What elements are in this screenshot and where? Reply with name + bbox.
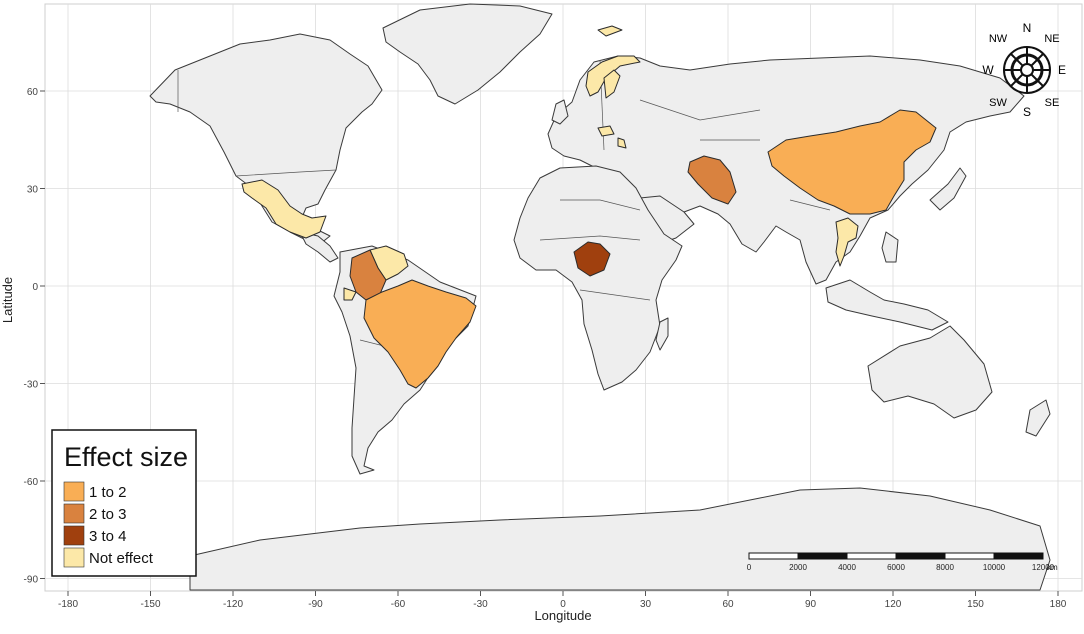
legend: Effect size 1 to 2 2 to 3 3 to 4 Not effect	[51, 429, 197, 577]
country-nigeria[interactable]	[573, 241, 611, 277]
compass-e-label: E	[1058, 63, 1066, 77]
country-iran[interactable]	[687, 155, 737, 205]
legend-swatch	[63, 503, 85, 524]
country-norway[interactable]	[585, 55, 641, 97]
legend-swatch	[63, 525, 85, 546]
highlighted-countries	[241, 25, 937, 389]
legend-item-label: 1 to 2	[89, 484, 127, 501]
country-ecuador[interactable]	[343, 287, 357, 301]
legend-item-label: 3 to 4	[89, 528, 127, 545]
compass-nw-label: NW	[989, 33, 1008, 45]
scale-bar-segment	[797, 552, 848, 560]
legend-swatch	[63, 547, 85, 568]
x-tick-label: -30	[473, 599, 488, 610]
compass-n-label: N	[1023, 21, 1032, 35]
x-tick-label: -180	[58, 599, 78, 610]
x-tick-label: -60	[391, 599, 406, 610]
compass-se-label: SE	[1045, 97, 1060, 109]
x-tick-label: -90	[308, 599, 323, 610]
compass-w-label: W	[982, 63, 994, 77]
x-tick-label: 120	[885, 599, 902, 610]
scale-bar-segment	[944, 552, 995, 560]
country-mexico[interactable]	[241, 179, 327, 239]
x-tick-label: 60	[722, 599, 734, 610]
x-tick-label: 30	[640, 599, 652, 610]
greenland	[382, 3, 553, 105]
scale-bar-segment	[846, 552, 897, 560]
x-tick-label: 90	[805, 599, 817, 610]
legend-title: Effect size	[64, 442, 188, 472]
scale-bar-label: 8000	[936, 563, 954, 572]
compass-ne-label: NE	[1044, 33, 1059, 45]
legend-items: 1 to 2 2 to 3 3 to 4 Not effect	[63, 481, 154, 568]
philippines	[881, 231, 899, 263]
country-thailand[interactable]	[835, 217, 859, 267]
scale-bar-unit: km	[1047, 563, 1058, 572]
scale-bar-label: 0	[747, 563, 752, 572]
x-axis-title: Longitude	[534, 608, 591, 623]
scale-bar-segment	[748, 552, 799, 560]
country-serbia[interactable]	[617, 137, 627, 149]
central-america	[299, 231, 339, 263]
scale-bar-label: 4000	[838, 563, 856, 572]
north-america	[149, 33, 383, 245]
scale-bar-label: 10000	[983, 563, 1006, 572]
x-axis: -180 -150 -120 -90 -60 -30 0 30 60 90 120 150 180	[58, 591, 1067, 610]
british-isles	[551, 99, 569, 125]
y-tick-label: -30	[24, 380, 39, 391]
scale-bar-label: 2000	[789, 563, 807, 572]
madagascar	[655, 317, 669, 351]
australia	[867, 325, 993, 419]
svalbard	[597, 25, 623, 37]
country-czech[interactable]	[597, 125, 615, 137]
country-brazil[interactable]	[363, 279, 477, 389]
antarctica	[189, 487, 1051, 591]
scale-bar-segment	[993, 552, 1044, 560]
y-tick-label: 60	[27, 87, 39, 98]
y-tick-label: -60	[24, 477, 39, 488]
legend-swatch	[63, 481, 85, 502]
compass-center-icon	[1020, 63, 1034, 77]
x-tick-label: 150	[967, 599, 984, 610]
y-tick-label: -90	[24, 575, 39, 586]
indonesia-borneo	[825, 279, 949, 331]
x-tick-label: 180	[1050, 599, 1067, 610]
new-zealand	[1025, 399, 1051, 437]
country-sweden[interactable]	[603, 69, 621, 99]
japan	[929, 167, 967, 211]
compass-sw-label: SW	[989, 97, 1007, 109]
y-tick-label: 30	[27, 185, 39, 196]
scale-bar-segment	[895, 552, 946, 560]
legend-item-label: 2 to 3	[89, 506, 127, 523]
x-tick-label: -120	[223, 599, 243, 610]
y-axis-title: Latitude	[0, 277, 15, 323]
compass-s-label: S	[1023, 105, 1031, 119]
x-tick-label: -150	[140, 599, 160, 610]
scale-bar-label: 6000	[887, 563, 905, 572]
africa	[513, 165, 683, 391]
scale-bar-label: 12000	[1032, 563, 1055, 572]
country-china[interactable]	[767, 109, 937, 215]
legend-item-label: Not effect	[89, 550, 154, 567]
y-tick-label: 0	[32, 282, 38, 293]
compass-rose: N NE E SE S SW W NW	[982, 21, 1066, 119]
y-axis: 60 30 0 -30 -60 -90	[24, 87, 45, 586]
x-tick-label: 0	[560, 599, 566, 610]
